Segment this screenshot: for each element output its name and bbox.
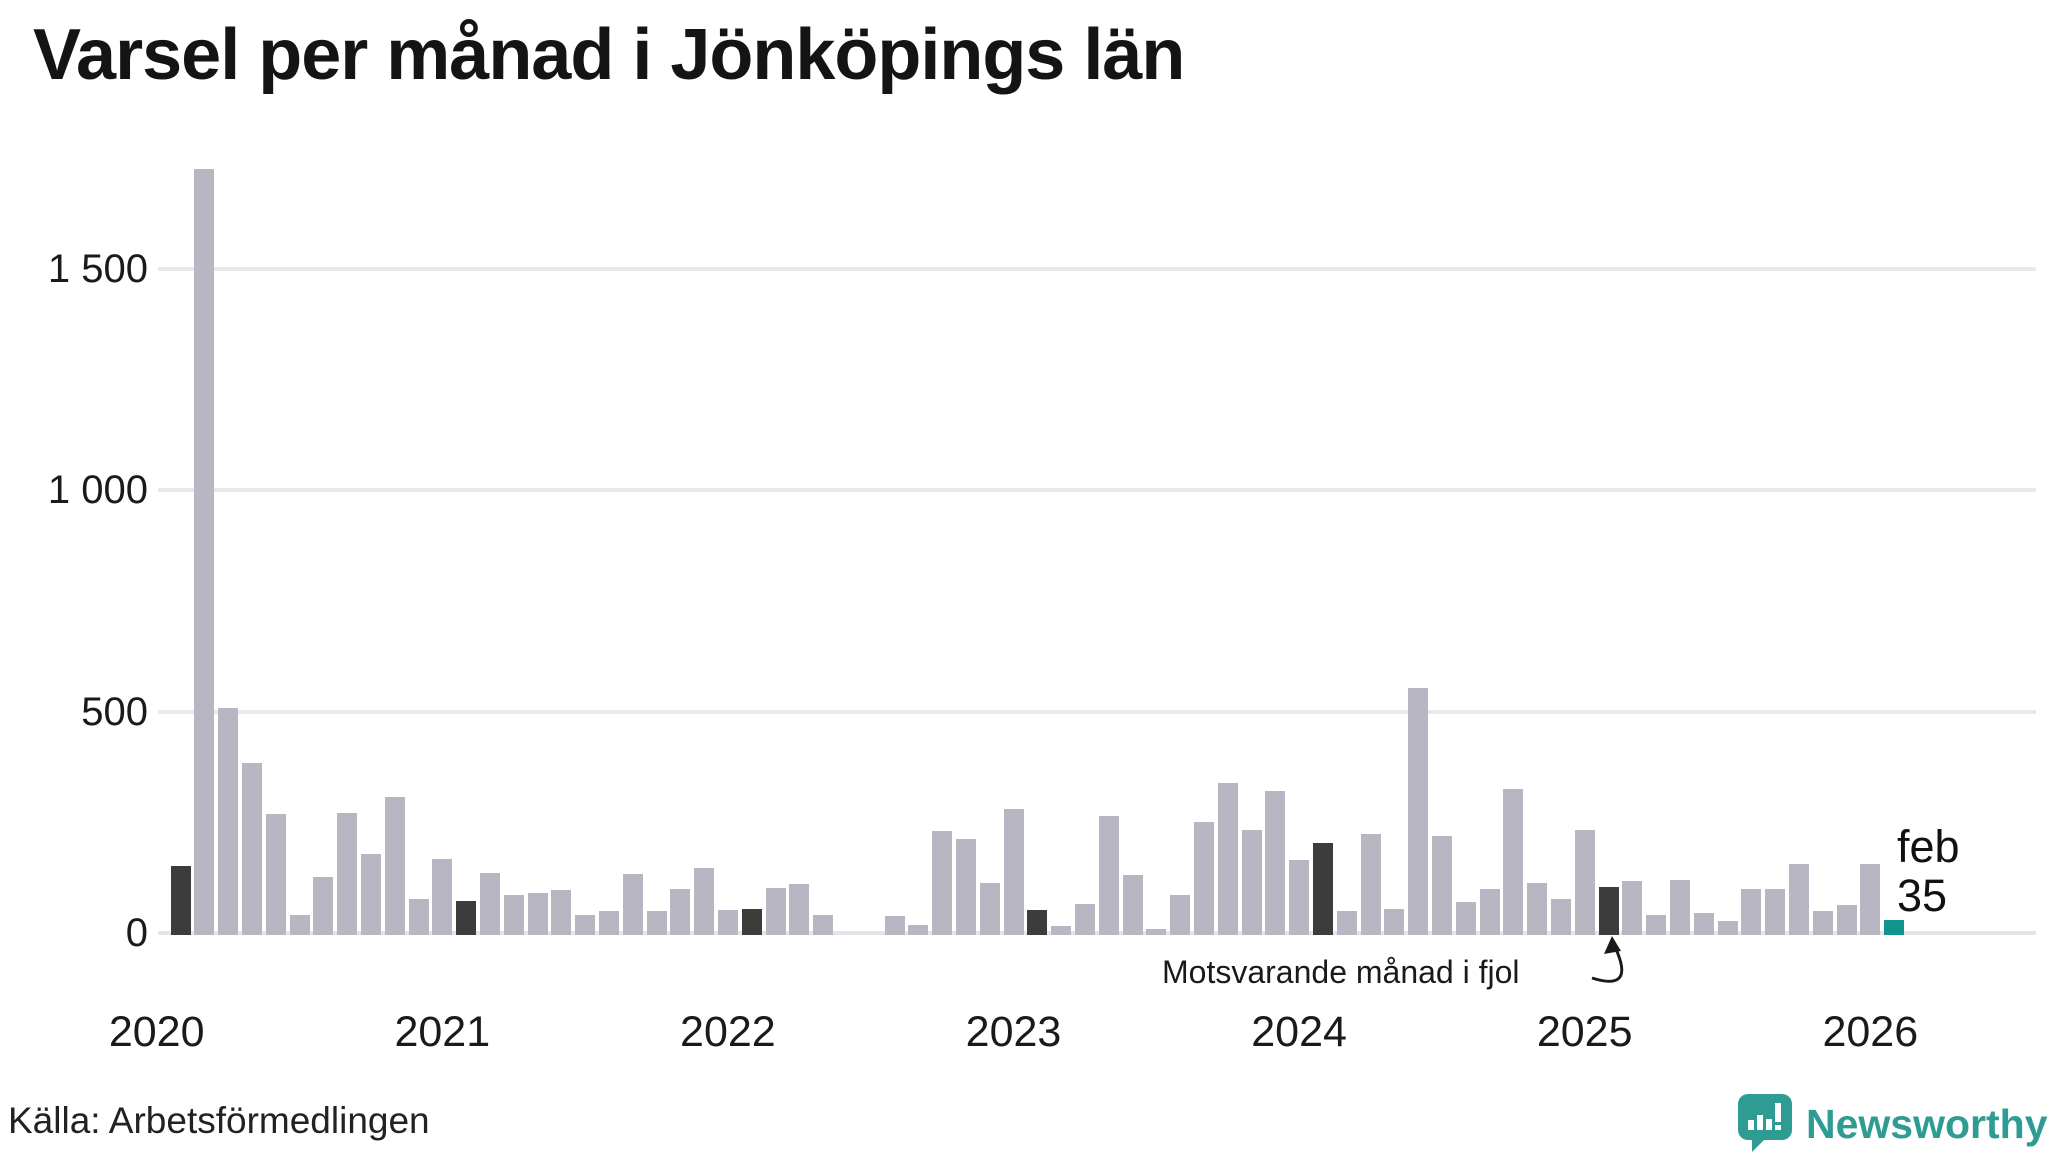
bar-apr-2024 bbox=[1360, 833, 1381, 935]
annotation-same-month-last-year: Motsvarande månad i fjol bbox=[1162, 954, 1520, 990]
bar-jan-2024 bbox=[1289, 860, 1310, 935]
bar-dec-2023 bbox=[1265, 790, 1286, 935]
bar-jun-2020 bbox=[265, 813, 286, 935]
bar-feb-2022 bbox=[741, 908, 762, 935]
bar-jul-2023 bbox=[1146, 928, 1167, 935]
bar-jun-2024 bbox=[1408, 687, 1429, 935]
bar-jul-2024 bbox=[1431, 835, 1452, 935]
bar-nov-2025 bbox=[1812, 911, 1833, 935]
bar-okt-2025 bbox=[1788, 863, 1809, 935]
bar-jan-2026 bbox=[1860, 864, 1881, 935]
newsworthy-logo-text: Newsworthy bbox=[1806, 1100, 2048, 1147]
bar-maj-2020 bbox=[241, 762, 262, 935]
bar-sep-2025 bbox=[1765, 888, 1786, 935]
bar-mar-2020 bbox=[194, 169, 215, 935]
bar-aug-2024 bbox=[1455, 901, 1476, 935]
bar-jun-2021 bbox=[551, 889, 572, 935]
bar-maj-2025 bbox=[1669, 880, 1690, 935]
chart-title: Varsel per månad i Jönköpings län bbox=[33, 15, 1185, 95]
bar-apr-2020 bbox=[218, 707, 239, 935]
bar-jun-2023 bbox=[1122, 874, 1143, 935]
current-month-label: feb 35 bbox=[1897, 822, 1960, 920]
bar-apr-2023 bbox=[1074, 904, 1095, 935]
bar-jun-2025 bbox=[1693, 912, 1714, 935]
y-tick-label-1500: 1 500 bbox=[47, 247, 148, 292]
bar-jul-2020 bbox=[289, 915, 310, 935]
bar-jan-2021 bbox=[432, 858, 453, 935]
bar-aug-2020 bbox=[313, 877, 334, 935]
bar-jul-2025 bbox=[1717, 920, 1738, 935]
bar-mar-2022 bbox=[765, 888, 786, 935]
bar-maj-2024 bbox=[1384, 908, 1405, 935]
bar-sep-2020 bbox=[337, 812, 358, 935]
bar-nov-2022 bbox=[955, 838, 976, 935]
bar-aug-2021 bbox=[598, 911, 619, 935]
bar-apr-2022 bbox=[789, 884, 810, 935]
source-caption: Källa: Arbetsförmedlingen bbox=[8, 1100, 430, 1141]
gridline-500 bbox=[158, 709, 2036, 714]
bar-nov-2020 bbox=[384, 796, 405, 935]
bar-dec-2020 bbox=[408, 899, 429, 935]
current-month-name: feb bbox=[1897, 821, 1960, 872]
bar-sep-2024 bbox=[1479, 888, 1500, 935]
bar-mar-2025 bbox=[1622, 881, 1643, 935]
bar-mar-2024 bbox=[1336, 911, 1357, 935]
bar-nov-2024 bbox=[1527, 882, 1548, 935]
bar-jan-2023 bbox=[1003, 808, 1024, 935]
bar-okt-2024 bbox=[1503, 788, 1524, 935]
bar-apr-2025 bbox=[1646, 915, 1667, 935]
bar-feb-2026 bbox=[1884, 919, 1905, 935]
bar-sep-2021 bbox=[622, 873, 643, 935]
bar-okt-2021 bbox=[646, 911, 667, 935]
gridline-0 bbox=[158, 931, 2036, 935]
bar-dec-2022 bbox=[979, 882, 1000, 935]
bar-maj-2022 bbox=[813, 915, 834, 935]
bar-feb-2021 bbox=[456, 900, 477, 935]
gridline-1000 bbox=[158, 488, 2036, 493]
bar-okt-2023 bbox=[1217, 782, 1238, 935]
y-tick-label-500: 500 bbox=[81, 689, 148, 734]
x-tick-label-2023: 2023 bbox=[965, 1008, 1062, 1056]
x-tick-label-2021: 2021 bbox=[394, 1008, 491, 1056]
bar-nov-2023 bbox=[1241, 829, 1262, 935]
x-tick-label-2025: 2025 bbox=[1536, 1008, 1633, 1056]
bar-aug-2022 bbox=[884, 915, 905, 935]
x-tick-label-2024: 2024 bbox=[1251, 1008, 1347, 1056]
bar-aug-2023 bbox=[1170, 895, 1191, 935]
bar-feb-2024 bbox=[1312, 842, 1333, 935]
bar-okt-2022 bbox=[932, 830, 953, 935]
bar-maj-2021 bbox=[527, 892, 548, 935]
bar-jan-2025 bbox=[1574, 830, 1595, 935]
newsworthy-logo: Newsworthy bbox=[1738, 1094, 2048, 1152]
y-tick-label-1000: 1 000 bbox=[47, 468, 148, 513]
bar-mar-2023 bbox=[1051, 926, 1072, 935]
bar-sep-2022 bbox=[908, 925, 929, 935]
bar-feb-2025 bbox=[1598, 887, 1619, 935]
bar-feb-2020 bbox=[170, 866, 191, 935]
bar-jan-2022 bbox=[717, 909, 738, 935]
bar-sep-2023 bbox=[1193, 821, 1214, 935]
bar-feb-2023 bbox=[1027, 909, 1048, 935]
bar-dec-2025 bbox=[1836, 904, 1857, 935]
y-tick-label-0: 0 bbox=[125, 911, 148, 955]
x-tick-label-2022: 2022 bbox=[680, 1008, 776, 1056]
bar-maj-2023 bbox=[1098, 815, 1119, 935]
current-month-value: 35 bbox=[1897, 870, 1948, 921]
bar-nov-2021 bbox=[670, 888, 691, 935]
bar-okt-2020 bbox=[360, 854, 381, 935]
bar-dec-2021 bbox=[694, 867, 715, 935]
x-tick-label-2020: 2020 bbox=[108, 1008, 205, 1056]
bar-aug-2025 bbox=[1741, 888, 1762, 935]
bar-jul-2021 bbox=[575, 915, 596, 935]
bar-dec-2024 bbox=[1550, 899, 1571, 935]
x-tick-label-2026: 2026 bbox=[1822, 1008, 1919, 1056]
newsworthy-logo-icon bbox=[1738, 1094, 1792, 1152]
bar-mar-2021 bbox=[479, 873, 500, 935]
bar-apr-2021 bbox=[503, 895, 524, 935]
gridline-1500 bbox=[158, 267, 2036, 272]
